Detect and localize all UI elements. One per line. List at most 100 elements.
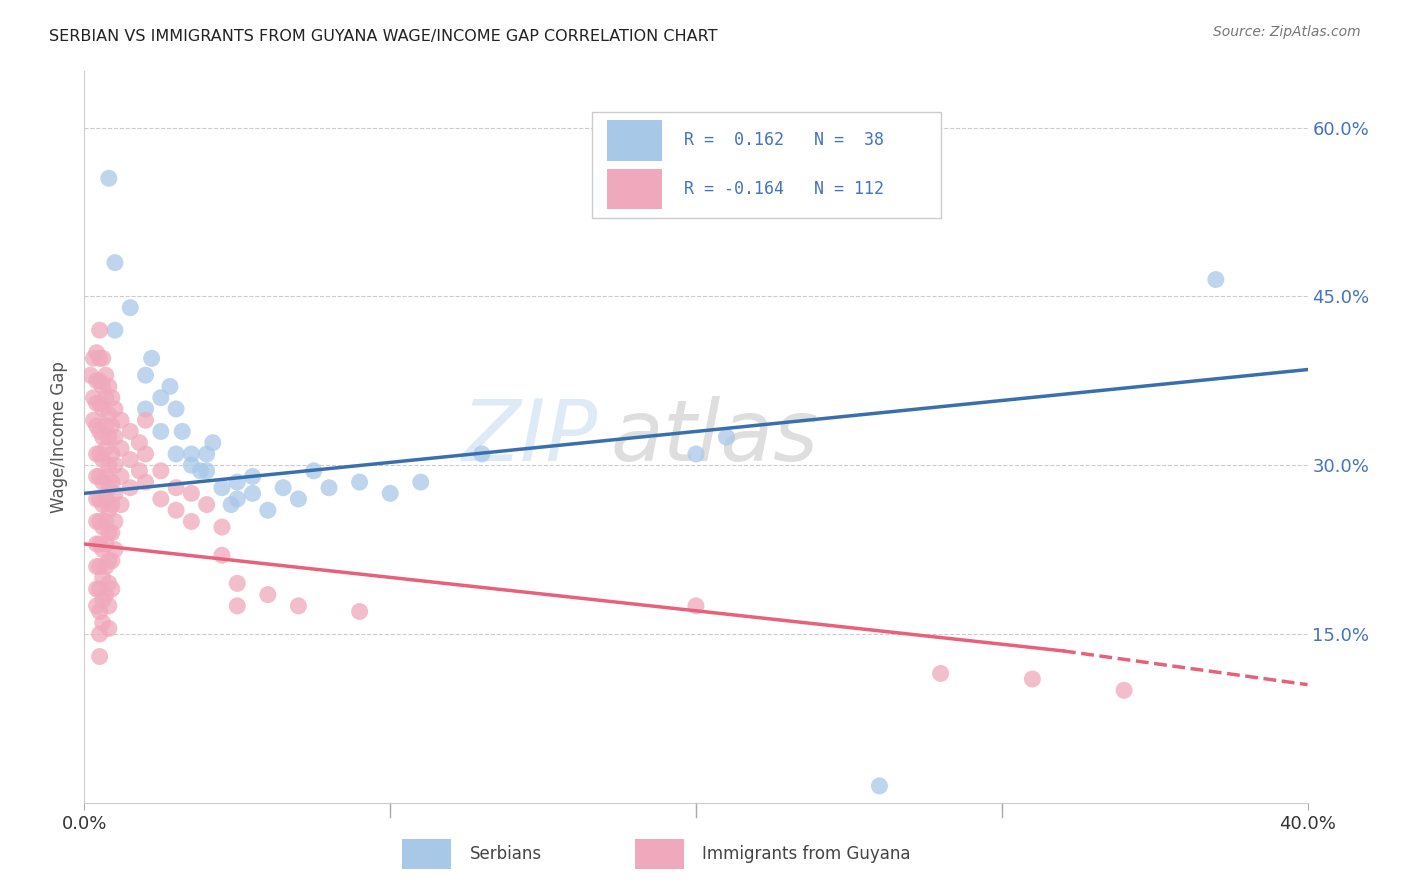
Point: [211, 520, 233, 534]
Point: [685, 447, 707, 461]
Point: [1205, 272, 1227, 286]
Point: [180, 447, 202, 461]
Point: [91, 615, 114, 630]
Point: [97, 379, 120, 393]
Point: [86, 559, 108, 574]
Point: [120, 301, 142, 315]
Point: [83, 413, 105, 427]
Point: [226, 599, 249, 613]
Point: [165, 401, 187, 416]
Point: [195, 498, 218, 512]
Point: [94, 368, 117, 383]
Point: [180, 515, 202, 529]
Point: [101, 447, 124, 461]
Point: [104, 323, 127, 337]
Text: Serbians: Serbians: [470, 845, 541, 863]
Point: [91, 475, 114, 489]
Point: [120, 452, 142, 467]
Point: [89, 515, 111, 529]
Point: [195, 447, 218, 461]
Point: [94, 491, 117, 506]
Point: [110, 413, 132, 427]
Point: [226, 475, 249, 489]
FancyBboxPatch shape: [636, 839, 683, 869]
Point: [89, 374, 111, 388]
Point: [86, 374, 108, 388]
Point: [929, 666, 952, 681]
Point: [97, 554, 120, 568]
FancyBboxPatch shape: [606, 120, 662, 161]
Point: [349, 605, 371, 619]
Point: [86, 396, 108, 410]
Point: [242, 469, 264, 483]
Point: [91, 593, 114, 607]
FancyBboxPatch shape: [402, 839, 451, 869]
Point: [79, 368, 101, 383]
Point: [101, 418, 124, 433]
Point: [242, 486, 264, 500]
Point: [97, 503, 120, 517]
Point: [110, 469, 132, 483]
Point: [89, 447, 111, 461]
Point: [97, 458, 120, 473]
Point: [101, 554, 124, 568]
Point: [287, 491, 309, 506]
Point: [104, 458, 127, 473]
Point: [716, 430, 738, 444]
Point: [94, 537, 117, 551]
Point: [149, 464, 172, 478]
FancyBboxPatch shape: [592, 112, 941, 218]
Point: [135, 401, 157, 416]
Point: [120, 425, 142, 439]
Point: [89, 469, 111, 483]
Point: [86, 469, 108, 483]
Point: [271, 481, 294, 495]
Point: [101, 498, 124, 512]
Y-axis label: Wage/Income Gap: Wage/Income Gap: [51, 361, 69, 513]
Point: [86, 447, 108, 461]
Point: [135, 413, 157, 427]
Point: [91, 571, 114, 585]
Point: [94, 515, 117, 529]
Point: [101, 475, 124, 489]
Text: Immigrants from Guyana: Immigrants from Guyana: [702, 845, 911, 863]
Point: [190, 464, 212, 478]
Point: [172, 425, 194, 439]
Point: [86, 418, 108, 433]
Text: SERBIAN VS IMMIGRANTS FROM GUYANA WAGE/INCOME GAP CORRELATION CHART: SERBIAN VS IMMIGRANTS FROM GUYANA WAGE/I…: [49, 29, 717, 44]
Point: [89, 425, 111, 439]
Point: [86, 537, 108, 551]
Point: [149, 425, 172, 439]
Point: [89, 351, 111, 366]
Point: [91, 498, 114, 512]
Point: [110, 442, 132, 456]
Point: [1114, 683, 1136, 698]
Point: [195, 464, 218, 478]
Text: Source: ZipAtlas.com: Source: ZipAtlas.com: [1213, 25, 1361, 39]
Point: [226, 491, 249, 506]
Point: [135, 368, 157, 383]
Point: [91, 351, 114, 366]
Point: [91, 542, 114, 557]
Point: [135, 475, 157, 489]
Point: [89, 605, 111, 619]
Point: [94, 469, 117, 483]
Point: [128, 435, 150, 450]
Point: [380, 486, 402, 500]
Point: [89, 582, 111, 596]
Point: [149, 391, 172, 405]
Point: [409, 475, 432, 489]
Point: [89, 649, 111, 664]
Point: [318, 481, 340, 495]
Point: [83, 391, 105, 405]
Point: [349, 475, 371, 489]
Point: [120, 481, 142, 495]
Point: [149, 491, 172, 506]
Point: [97, 621, 120, 635]
Point: [91, 379, 114, 393]
Point: [287, 599, 309, 613]
Point: [104, 430, 127, 444]
Point: [165, 447, 187, 461]
Point: [104, 401, 127, 416]
Text: R = -0.164   N = 112: R = -0.164 N = 112: [683, 180, 884, 198]
